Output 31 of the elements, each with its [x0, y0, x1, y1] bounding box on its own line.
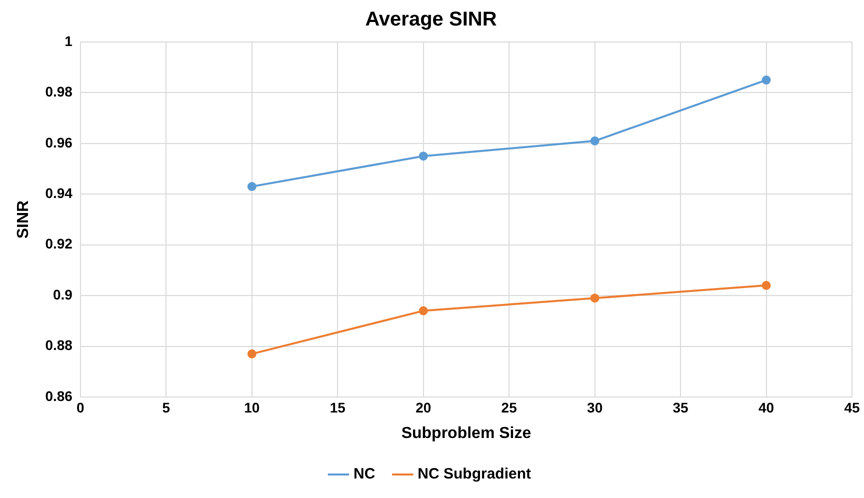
y-axis-title: SINR	[15, 200, 32, 239]
y-tick-label: 0.98	[45, 84, 73, 100]
x-tick-label: 30	[587, 399, 603, 416]
chart-title: Average SINR	[365, 8, 498, 31]
legend-label: NC Subgradient	[418, 466, 532, 483]
point	[247, 182, 256, 192]
legend-label: NC	[354, 466, 376, 483]
x-tick-label: 40	[758, 399, 774, 416]
point	[418, 306, 428, 316]
y-tick-label: 0.96	[45, 134, 73, 150]
point	[590, 136, 600, 146]
x-tick-label: 20	[416, 399, 432, 416]
x-tick-label: 45	[844, 399, 860, 416]
y-tick-label: 0.92	[45, 236, 73, 252]
x-tick-label: 5	[162, 399, 170, 416]
point	[590, 294, 600, 303]
x-tick-label: 25	[501, 399, 518, 416]
y-tick-label: 0.9	[52, 286, 73, 302]
y-tick-label: 0.86	[45, 388, 73, 404]
y-tick-label: 0.88	[45, 337, 73, 354]
x-tick-label: 10	[244, 399, 260, 416]
point	[762, 280, 771, 290]
point	[418, 152, 428, 161]
y-tick-label: 1	[64, 32, 73, 49]
y-tick-label: 0.94	[45, 185, 73, 201]
point	[247, 349, 256, 358]
x-tick-label: 0	[76, 399, 85, 416]
point	[762, 76, 771, 85]
x-tick-label: 15	[330, 399, 346, 416]
x-axis-title: Subproblem Size	[401, 424, 532, 442]
x-tick-label: 35	[672, 399, 689, 416]
